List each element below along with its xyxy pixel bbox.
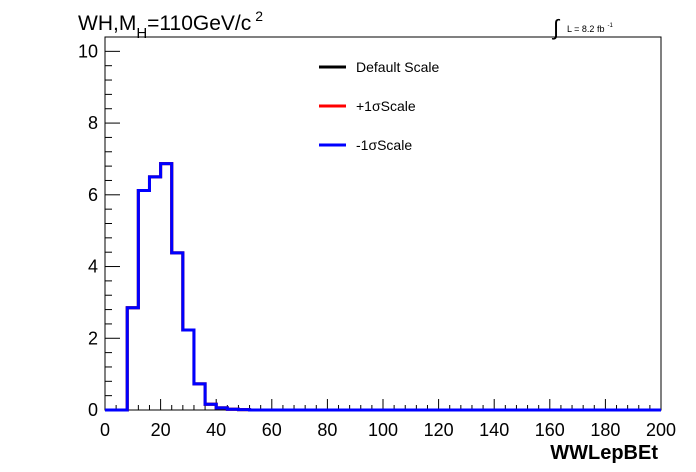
x-axis-title: WWLepBEt bbox=[550, 442, 658, 464]
y-axis: 0 2 4 6 8 10 bbox=[78, 36, 120, 420]
lumi-label: L = 8.2 fb -1 bbox=[567, 23, 613, 34]
x-tick-label: 80 bbox=[317, 420, 337, 440]
x-tick-label: 180 bbox=[590, 420, 620, 440]
x-tick-label: 200 bbox=[646, 420, 676, 440]
x-tick-label: 0 bbox=[100, 420, 110, 440]
x-axis: 0 20 40 60 80 100 120 140 160 180 200 bbox=[100, 399, 676, 440]
chart-title: WH,MH=110GeV/c 2 bbox=[78, 8, 263, 42]
x-tick-label: 60 bbox=[262, 420, 282, 440]
x-tick-label: 120 bbox=[424, 420, 454, 440]
y-tick-label: 2 bbox=[88, 328, 98, 348]
series-line-2 bbox=[105, 162, 661, 412]
plot-frame bbox=[104, 36, 662, 411]
x-tick-label: 140 bbox=[479, 420, 509, 440]
integral-symbol: ∫ bbox=[551, 15, 561, 40]
x-tick-label: 20 bbox=[151, 420, 171, 440]
legend-label-plus1sigma: +1σScale bbox=[356, 98, 416, 114]
y-tick-label: 0 bbox=[88, 400, 98, 420]
x-tick-label: 160 bbox=[535, 420, 565, 440]
y-tick-label: 4 bbox=[88, 257, 98, 277]
y-tick-label: 8 bbox=[88, 113, 98, 133]
legend: Default Scale +1σScale -1σScale bbox=[319, 59, 439, 153]
series-line-0 bbox=[105, 162, 661, 412]
legend-label-default: Default Scale bbox=[356, 59, 439, 75]
series-layer bbox=[105, 162, 661, 412]
legend-label-minus1sigma: -1σScale bbox=[356, 137, 412, 153]
y-tick-label: 6 bbox=[88, 185, 98, 205]
series-line-1 bbox=[105, 162, 661, 412]
x-tick-label: 40 bbox=[206, 420, 226, 440]
x-tick-label: 100 bbox=[368, 420, 398, 440]
y-tick-label: 10 bbox=[78, 41, 98, 61]
